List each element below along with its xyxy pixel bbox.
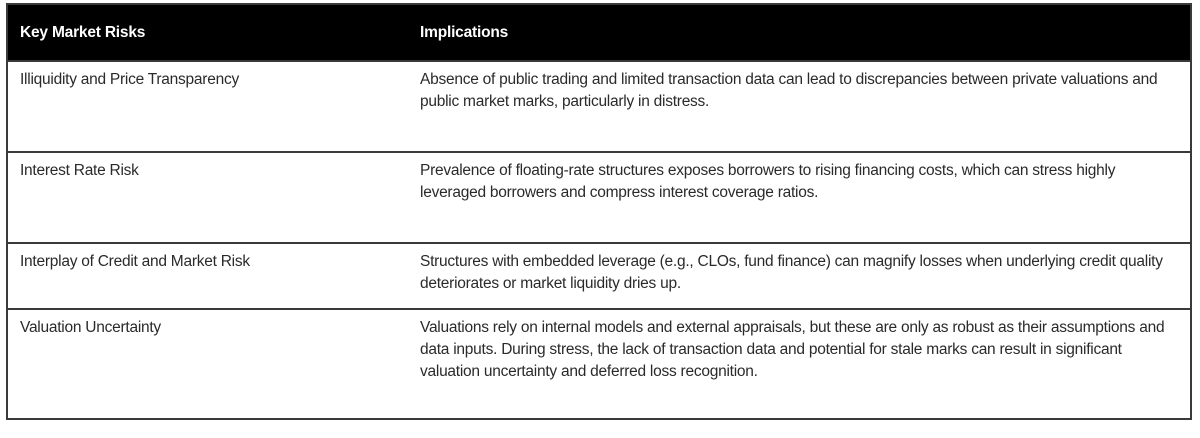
risk-cell: Illiquidity and Price Transparency: [20, 71, 239, 88]
table-row: Interest Rate Risk Prevalence of floatin…: [8, 153, 1190, 244]
header-key-market-risks: Key Market Risks: [20, 23, 146, 41]
table-row: Interplay of Credit and Market Risk Stru…: [8, 244, 1190, 310]
risk-cell: Valuation Uncertainty: [20, 319, 161, 336]
header-implications: Implications: [420, 23, 509, 41]
market-risks-table: Key Market Risks Implications Illiquidit…: [6, 3, 1192, 420]
implications-cell: Structures with embedded leverage (e.g.,…: [420, 253, 1163, 292]
implications-cell: Valuations rely on internal models and e…: [420, 319, 1165, 380]
risk-cell: Interplay of Credit and Market Risk: [20, 253, 250, 270]
implications-cell: Absence of public trading and limited tr…: [420, 71, 1158, 110]
implications-cell: Prevalence of floating-rate structures e…: [420, 162, 1116, 201]
table-row: Valuation Uncertainty Valuations rely on…: [8, 310, 1190, 418]
table-header-row: Key Market Risks Implications: [8, 5, 1190, 62]
risk-cell: Interest Rate Risk: [20, 162, 139, 179]
table-row: Illiquidity and Price Transparency Absen…: [8, 62, 1190, 153]
